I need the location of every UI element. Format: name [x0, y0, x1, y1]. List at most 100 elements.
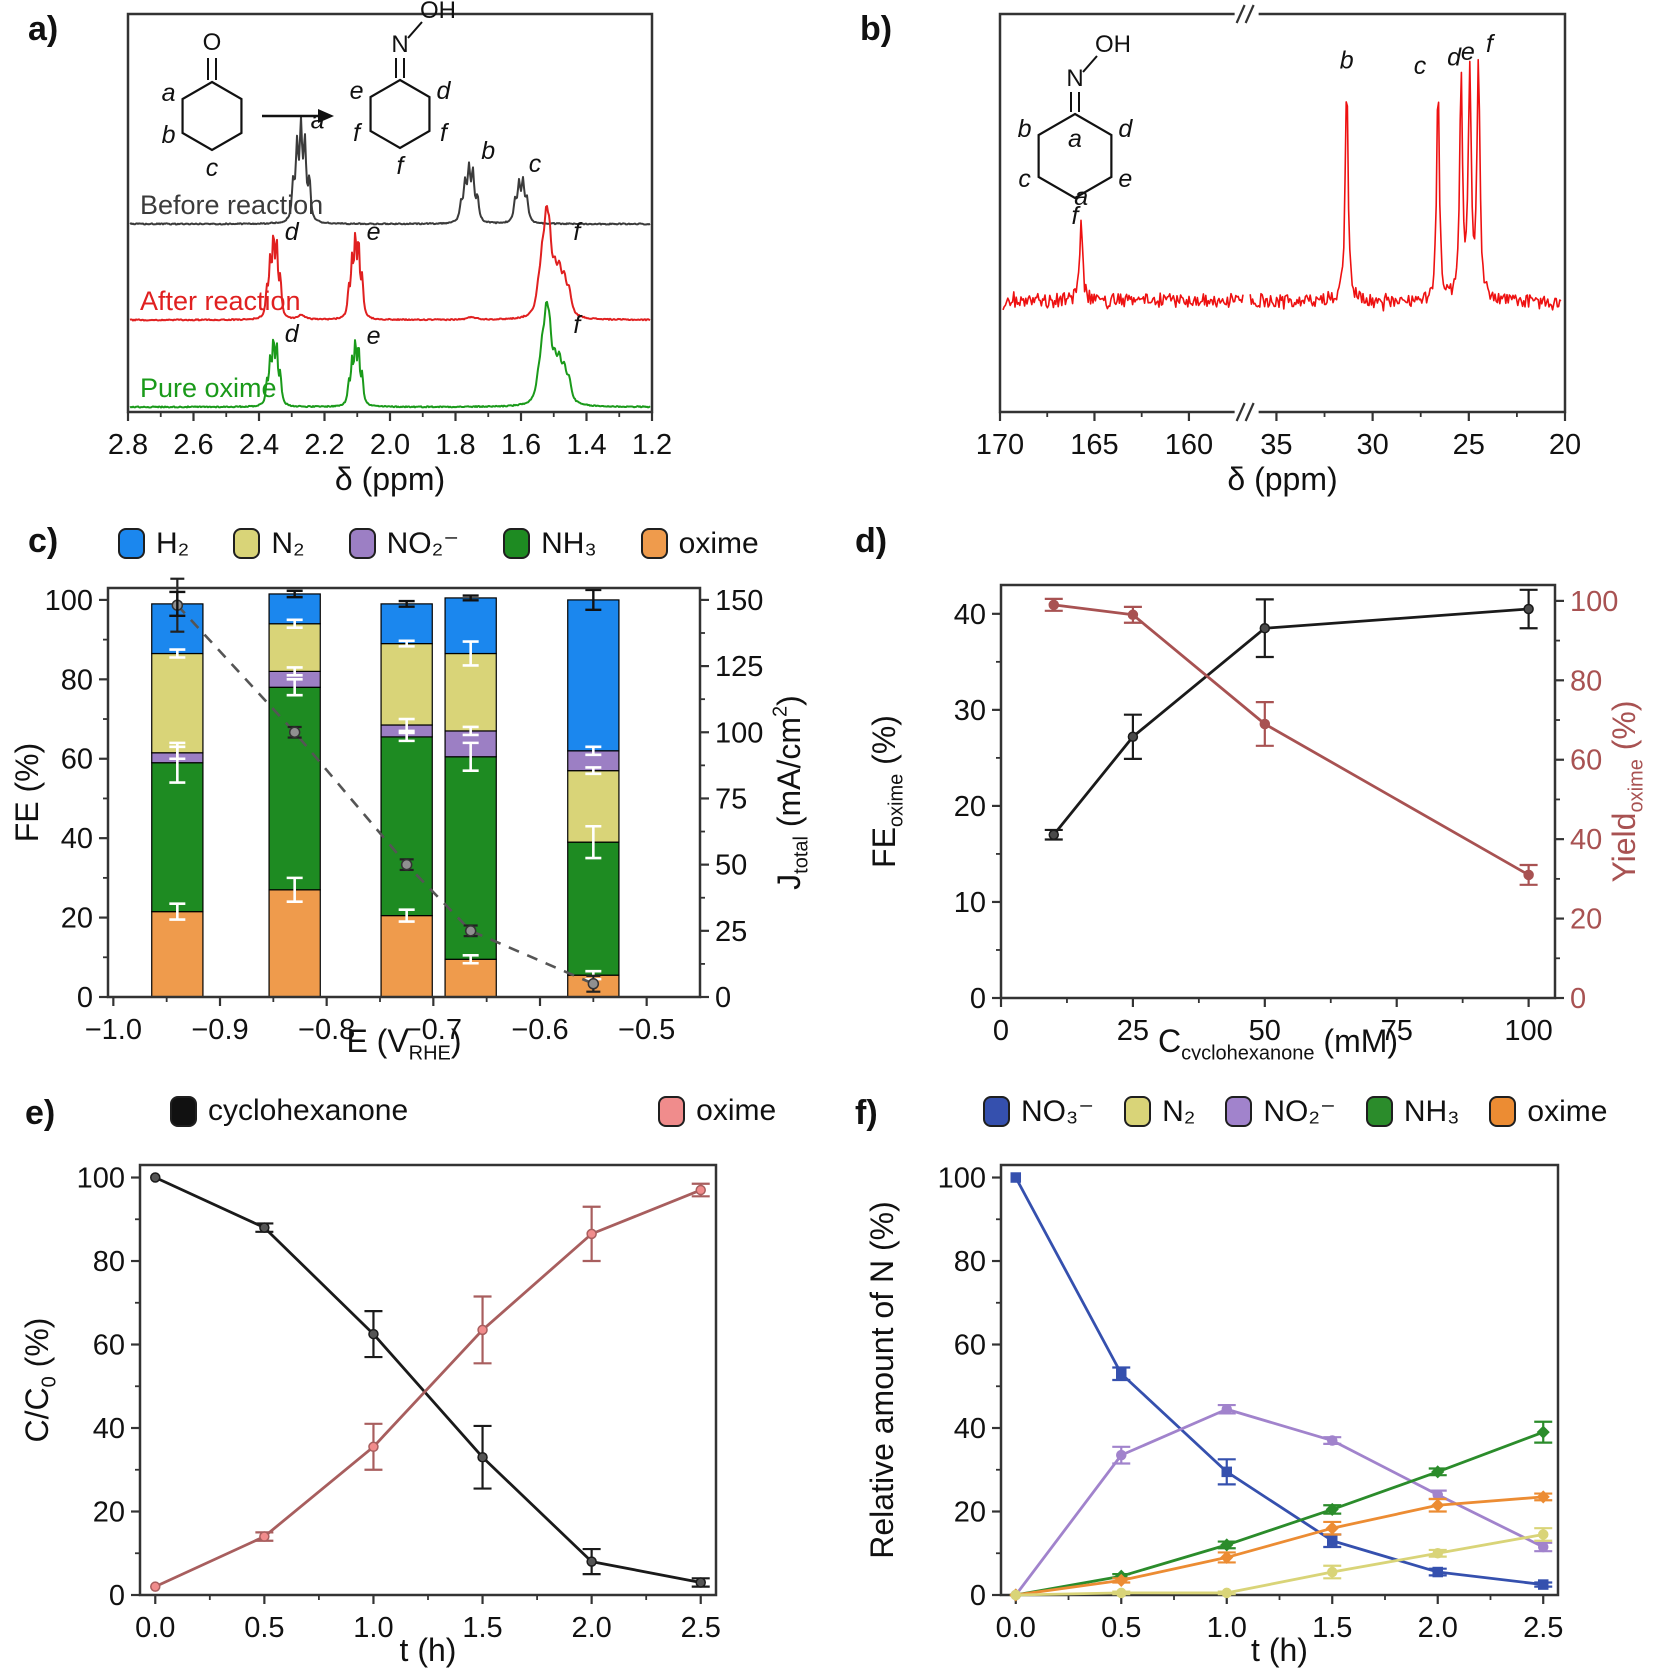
svg-text:25: 25: [715, 916, 747, 948]
svg-text:50: 50: [715, 850, 747, 882]
svg-text:−0.6: −0.6: [511, 1014, 568, 1046]
svg-text:25: 25: [1453, 429, 1485, 461]
legend-item-f-0: NO₃⁻: [983, 1094, 1094, 1129]
svg-text:b: b: [1340, 46, 1354, 74]
svg-text:C/C0 (%): C/C0 (%): [19, 1318, 61, 1443]
legend-swatch-f-4: [1489, 1096, 1517, 1127]
svg-text:0: 0: [1570, 983, 1586, 1015]
svg-text:δ (ppm): δ (ppm): [1227, 461, 1337, 497]
svg-text:60: 60: [954, 1330, 986, 1362]
legend-swatch-f-2: [1225, 1096, 1253, 1127]
svg-text:δ (ppm): δ (ppm): [335, 461, 445, 497]
svg-text:b: b: [162, 121, 176, 149]
svg-text:0: 0: [715, 982, 731, 1014]
svg-text:2.8: 2.8: [108, 429, 148, 461]
svg-text:O: O: [203, 29, 222, 56]
svg-text:FE (%): FE (%): [9, 743, 45, 843]
legend-item-f-2: NO₂⁻: [1225, 1094, 1336, 1129]
legend-swatch-c-2: [348, 528, 376, 559]
svg-text:165: 165: [1070, 429, 1118, 461]
svg-text:Jtotal (mA/cm2): Jtotal (mA/cm2): [770, 695, 813, 890]
svg-text:125: 125: [715, 651, 763, 683]
svg-text:100: 100: [715, 717, 763, 749]
svg-text:1.5: 1.5: [1312, 1612, 1352, 1644]
svg-text:Pure oxime: Pure oxime: [140, 373, 277, 403]
svg-text:20: 20: [1549, 429, 1581, 461]
svg-text:e: e: [1461, 38, 1475, 66]
legend-item-e-0: cyclohexanone: [170, 1094, 408, 1128]
svg-text:f: f: [1072, 202, 1082, 230]
svg-text:20: 20: [1570, 904, 1602, 936]
svg-text:40: 40: [954, 1413, 986, 1445]
svg-text:150: 150: [715, 585, 763, 617]
svg-text:80: 80: [93, 1246, 125, 1278]
panel-d: d) 0 25 50 75 100 0 10 20 30 40 0 20 40 60 80 100 Ccyclo…: [833, 500, 1666, 1060]
svg-text:40: 40: [93, 1413, 125, 1445]
legend-label-e-1: oxime: [696, 1094, 777, 1127]
svg-text:e: e: [367, 322, 381, 350]
legend-item-e-1: oxime: [658, 1094, 776, 1128]
legend-item-c-0: H₂: [118, 527, 189, 561]
svg-text:100: 100: [45, 585, 93, 617]
legend-item-c-4: oxime: [640, 527, 759, 561]
svg-text:100: 100: [1504, 1015, 1552, 1047]
svg-text:30: 30: [954, 695, 986, 727]
legend-swatch-f-1: [1124, 1096, 1152, 1127]
svg-text:N: N: [1066, 65, 1083, 92]
legend-label-e-0: cyclohexanone: [208, 1094, 409, 1127]
legend-label-f-2: NO₂⁻: [1263, 1095, 1336, 1128]
svg-text:1.6: 1.6: [501, 429, 541, 461]
legend-item-c-2: NO₂⁻: [348, 526, 460, 561]
svg-text:c: c: [206, 154, 219, 182]
svg-text:2.2: 2.2: [304, 429, 344, 461]
svg-text:f: f: [573, 218, 583, 246]
svg-text:80: 80: [1570, 665, 1602, 697]
svg-text:0: 0: [993, 1015, 1009, 1047]
svg-text:c: c: [529, 150, 542, 178]
legend-panel-e: cyclohexanone oxime: [170, 1094, 776, 1128]
svg-text:80: 80: [61, 664, 93, 696]
svg-text:25: 25: [1117, 1015, 1149, 1047]
svg-text:100: 100: [77, 1163, 125, 1195]
panel-b-label: b): [860, 10, 893, 48]
svg-text:−0.5: −0.5: [618, 1014, 675, 1046]
legend-swatch-e-0: [170, 1095, 197, 1127]
svg-text:1.8: 1.8: [435, 429, 475, 461]
svg-text:100: 100: [938, 1163, 986, 1195]
svg-text:FEoxime (%): FEoxime (%): [866, 715, 908, 868]
svg-text:60: 60: [61, 744, 93, 776]
svg-text:b: b: [481, 137, 495, 165]
legend-label-c-2: NO₂⁻: [386, 527, 460, 560]
svg-text:f: f: [397, 152, 407, 180]
panel-d-chart: 0 25 50 75 100 0 10 20 30 40 0 20 40 60 80 100 Ccyclohex…: [866, 583, 1648, 1060]
svg-text:c: c: [1018, 165, 1031, 193]
svg-text:a: a: [162, 79, 176, 107]
svg-text:1.5: 1.5: [462, 1612, 502, 1644]
svg-text:0: 0: [970, 1580, 986, 1612]
svg-text:Yieldoxime (%): Yieldoxime (%): [1606, 701, 1648, 883]
panel-e-chart: 0.0 0.5 1.0 1.5 2.0 2.5 0 20 40 60 80 100 t (h) C/C0 …: [19, 1163, 721, 1668]
svg-text:2.5: 2.5: [1523, 1612, 1563, 1644]
svg-text:f: f: [1486, 30, 1496, 58]
svg-text:0: 0: [77, 982, 93, 1014]
svg-text:f: f: [573, 311, 583, 339]
svg-text:1.2: 1.2: [632, 429, 672, 461]
svg-text:Before reaction: Before reaction: [140, 190, 323, 220]
legend-label-f-4: oxime: [1527, 1094, 1608, 1128]
svg-text:t (h): t (h): [400, 1632, 457, 1668]
panel-f-label: f): [855, 1094, 878, 1132]
svg-text:20: 20: [954, 791, 986, 823]
svg-text:2.0: 2.0: [571, 1612, 611, 1644]
svg-text:20: 20: [93, 1497, 125, 1529]
svg-text:0.0: 0.0: [135, 1612, 175, 1644]
panel-d-label: d): [855, 522, 888, 560]
svg-text:OH: OH: [420, 0, 456, 24]
legend-swatch-f-3: [1365, 1096, 1393, 1127]
legend-panel-c: H₂ N₂ NO₂⁻ NH₃ oxime: [118, 526, 759, 561]
legend-item-f-1: N₂: [1124, 1095, 1195, 1129]
svg-text:10: 10: [954, 887, 986, 919]
panel-c-chart: −1.0 −0.9 −0.8 −0.7 −0.6 −0.5 0 20 40 60 80 100 0 25 5…: [9, 577, 813, 1060]
svg-text:2.5: 2.5: [681, 1612, 721, 1644]
svg-text:2.6: 2.6: [173, 429, 213, 461]
svg-text:−0.7: −0.7: [405, 1014, 462, 1046]
